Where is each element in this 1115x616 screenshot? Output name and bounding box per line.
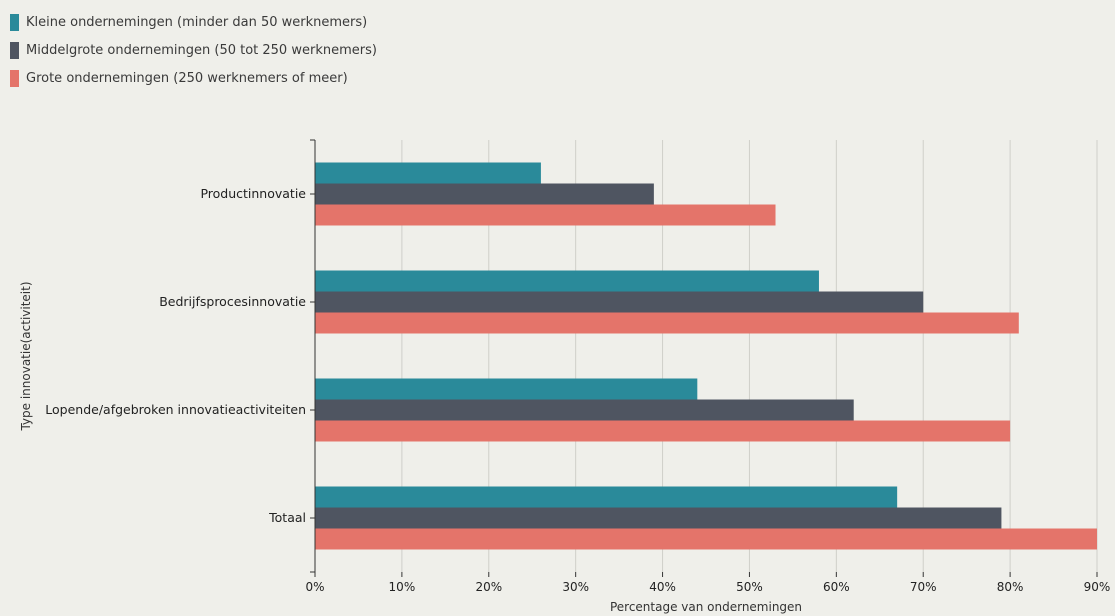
y-category-label-0: Productinnovatie	[200, 186, 306, 201]
y-category-label-2: Lopende/afgebroken innovatieactiviteiten	[45, 402, 306, 417]
bar-1-1	[315, 291, 924, 313]
bar-0-1	[315, 183, 654, 205]
x-tick-label-50: 50%	[736, 580, 763, 594]
legend-label-klein: Kleine ondernemingen (minder dan 50 werk…	[26, 14, 368, 30]
bar-0-0	[315, 162, 541, 184]
x-tick-label-30: 30%	[562, 580, 589, 594]
x-axis-title: Percentage van ondernemingen	[610, 600, 802, 614]
bar-3-1	[315, 507, 1002, 529]
bar-3-2	[315, 528, 1097, 550]
axes: 0% 10% 20% 30% 40% 50% 60% 70% 80% 90% Productinno…	[45, 139, 1111, 594]
x-tick-label-20: 20%	[475, 580, 502, 594]
bar-1-2	[315, 312, 1019, 334]
bar-2-0	[315, 378, 698, 400]
bar-3-0	[315, 486, 898, 508]
bar-0-2	[315, 204, 776, 226]
legend-item-groot: Grote ondernemingen (250 werknemers of m…	[10, 64, 377, 92]
x-tick-label-70: 70%	[910, 580, 937, 594]
y-category-label-3: Totaal	[268, 510, 306, 525]
legend-swatch-klein	[10, 13, 19, 31]
bar-2-1	[315, 399, 854, 421]
x-tick-label-0: 0%	[305, 580, 324, 594]
bar-1-0	[315, 270, 819, 292]
legend-label-middelgroot: Middelgrote ondernemingen (50 tot 250 we…	[26, 42, 377, 58]
x-tick-label-80: 80%	[997, 580, 1024, 594]
y-axis-title: Type innovatie(activiteit)	[19, 281, 33, 431]
legend-label-groot: Grote ondernemingen (250 werknemers of m…	[26, 70, 348, 86]
legend-item-middelgroot: Middelgrote ondernemingen (50 tot 250 we…	[10, 36, 377, 64]
legend-item-klein: Kleine ondernemingen (minder dan 50 werk…	[10, 8, 377, 36]
legend-swatch-middelgroot	[10, 41, 19, 59]
y-category-label-1: Bedrijfsprocesinnovatie	[159, 294, 306, 309]
legend-swatch-groot	[10, 69, 19, 87]
bar-2-2	[315, 420, 1011, 442]
x-tick-label-10: 10%	[389, 580, 416, 594]
bars	[315, 162, 1097, 550]
x-tick-label-40: 40%	[649, 580, 676, 594]
x-tick-label-90: 90%	[1084, 580, 1111, 594]
x-tick-label-60: 60%	[823, 580, 850, 594]
legend: Kleine ondernemingen (minder dan 50 werk…	[10, 8, 377, 92]
